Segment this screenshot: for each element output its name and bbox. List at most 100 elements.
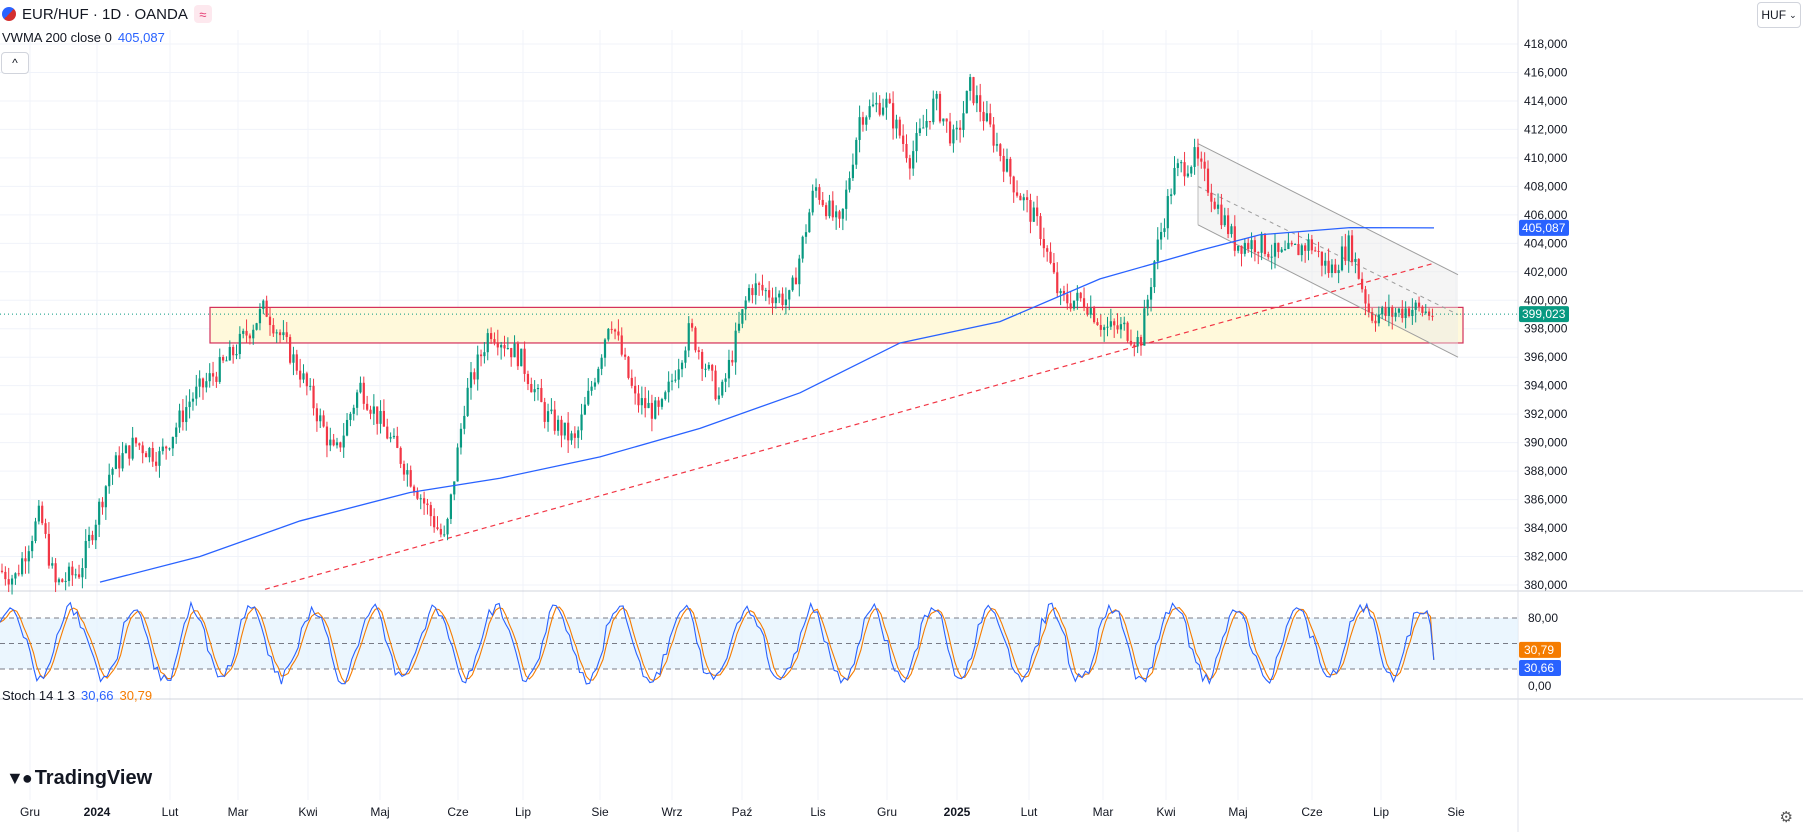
- candle-body: [479, 354, 483, 357]
- candle-body: [674, 379, 677, 381]
- candle-body: [1059, 290, 1062, 294]
- candle-body: [252, 329, 255, 339]
- candle-body: [255, 323, 258, 330]
- collapse-legend-button[interactable]: ^: [1, 52, 29, 74]
- tradingview-logo[interactable]: ▼● TradingView: [6, 767, 152, 790]
- candle-body: [1411, 309, 1414, 316]
- symbol-header[interactable]: EUR/HUF · 1D · OANDA ≈: [2, 4, 212, 24]
- candle-body: [835, 211, 838, 218]
- candle-body: [1022, 197, 1025, 201]
- candle-body: [1113, 321, 1116, 326]
- stoch-d-value: 30,79: [119, 688, 153, 703]
- candle-body: [885, 98, 888, 108]
- candle-body: [295, 354, 298, 371]
- time-tick-label: Paź: [732, 805, 753, 819]
- candle-body: [1387, 307, 1390, 316]
- vwma-legend[interactable]: VWMA 200 close 0 405,087: [2, 30, 165, 45]
- time-tick-label: Sie: [591, 805, 609, 819]
- time-tick-label: Lis: [810, 805, 825, 819]
- candle-body: [711, 364, 714, 371]
- candle-body: [506, 348, 509, 350]
- candle-body: [526, 373, 530, 384]
- time-tick-label: Lip: [515, 805, 531, 819]
- candle-body: [1330, 264, 1334, 273]
- candle-body: [634, 385, 637, 394]
- candle-body: [198, 378, 201, 387]
- candle-body: [483, 352, 486, 357]
- candle-body: [1146, 299, 1149, 309]
- gear-icon[interactable]: ⚙: [1779, 809, 1793, 826]
- candle-body: [1123, 322, 1126, 325]
- candle-body: [1216, 204, 1220, 209]
- candle-body: [1354, 258, 1357, 262]
- last-price-tag: 399,023: [1522, 307, 1566, 321]
- candle-body: [1079, 292, 1082, 299]
- candle-body: [34, 521, 37, 542]
- currency-select[interactable]: HUF ⌄: [1757, 2, 1801, 28]
- time-tick-label: Lut: [162, 805, 179, 819]
- candle-body: [359, 382, 362, 393]
- candle-body: [188, 401, 191, 408]
- stoch-legend[interactable]: Stoch 14 1 3 30,66 30,79: [2, 688, 152, 703]
- candle-body: [339, 442, 342, 448]
- candle-body: [1039, 216, 1042, 239]
- candle-body: [995, 144, 999, 146]
- candle-body: [1046, 248, 1049, 252]
- price-tick-label: 392,000: [1524, 407, 1568, 421]
- candle-body: [667, 381, 670, 393]
- candle-body: [57, 579, 61, 583]
- candle-body: [1029, 199, 1032, 222]
- channel-upper-line: [1197, 143, 1459, 276]
- candle-body: [41, 505, 44, 524]
- candle-body: [305, 373, 308, 387]
- candle-body: [975, 95, 978, 104]
- candle-body: [1357, 258, 1360, 279]
- candle-body: [1180, 162, 1183, 164]
- vwma-value: 405,087: [117, 30, 165, 45]
- wave-icon[interactable]: ≈: [193, 5, 212, 23]
- candle-body: [657, 400, 660, 407]
- candle-body: [915, 133, 918, 152]
- candle-body: [275, 332, 278, 334]
- candle-body: [1066, 294, 1069, 304]
- candle-body: [1407, 308, 1411, 316]
- candle-body: [932, 98, 935, 123]
- candle-body: [4, 571, 7, 580]
- candle-body: [660, 399, 664, 407]
- tradingview-logo-icon: ▼●: [6, 768, 33, 788]
- candle-body: [118, 455, 121, 469]
- candle-body: [31, 541, 34, 552]
- candle-body: [1344, 246, 1347, 261]
- candle-body: [101, 501, 104, 508]
- last-price-tag-bg: [1519, 306, 1569, 323]
- candle-body: [1049, 251, 1052, 263]
- candle-body: [44, 523, 47, 534]
- candle-body: [925, 120, 928, 128]
- price-tick-label: 404,000: [1524, 236, 1568, 250]
- candle-body: [734, 330, 737, 363]
- candle-body: [1340, 246, 1344, 271]
- candle-body: [362, 382, 365, 404]
- stoch-tick-label: 0,00: [1528, 679, 1552, 693]
- candle-body: [701, 351, 704, 369]
- candle-body: [624, 354, 627, 357]
- candle-body: [1350, 235, 1354, 262]
- candle-body: [848, 178, 851, 190]
- symbol-title[interactable]: EUR/HUF · 1D · OANDA: [22, 5, 188, 23]
- candle-body: [1009, 158, 1012, 177]
- price-tick-label: 416,000: [1524, 65, 1568, 79]
- candle-body: [121, 453, 124, 469]
- price-tick-label: 382,000: [1524, 550, 1568, 564]
- candle-body: [1069, 303, 1072, 309]
- price-tick-label: 410,000: [1524, 151, 1568, 165]
- candle-body: [600, 357, 603, 369]
- candle-body: [989, 113, 992, 125]
- candle-body: [24, 558, 27, 562]
- candle-body: [650, 402, 653, 419]
- candle-body: [14, 573, 17, 579]
- candle-body: [1347, 235, 1350, 261]
- candle-body: [1176, 163, 1179, 168]
- candle-body: [543, 402, 546, 422]
